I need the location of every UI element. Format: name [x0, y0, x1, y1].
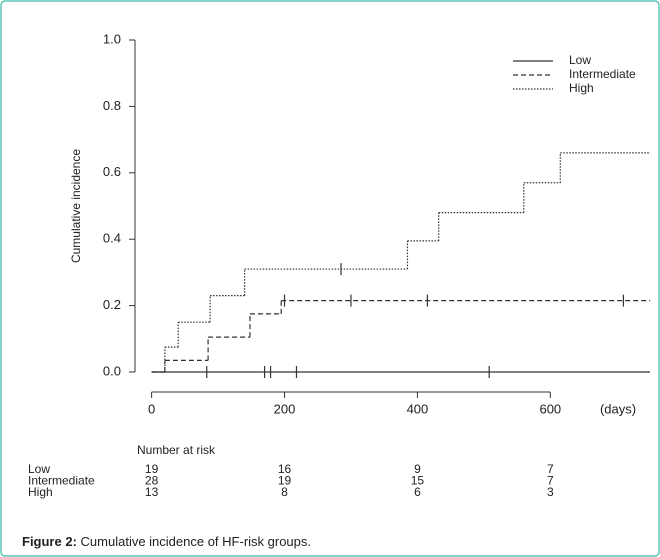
- risk-count: 7: [547, 462, 554, 476]
- risk-count: 28: [145, 474, 159, 488]
- y-tick-label: 0.4: [103, 231, 121, 246]
- risk-count: 8: [281, 485, 288, 499]
- x-tick-label: 0: [148, 401, 155, 416]
- risk-title: Number at risk: [137, 443, 216, 457]
- risk-count: 7: [547, 474, 554, 488]
- legend-label: Intermediate: [569, 67, 636, 81]
- y-tick-label: 0.0: [103, 363, 121, 378]
- risk-row-label: High: [28, 485, 53, 499]
- risk-count: 9: [414, 462, 421, 476]
- y-axis-label: Cumulative incidence: [69, 149, 83, 263]
- risk-count: 19: [278, 474, 292, 488]
- legend-label: High: [569, 81, 594, 95]
- x-tick-label: 600: [539, 401, 561, 416]
- risk-count: 3: [547, 485, 554, 499]
- y-tick-label: 0.8: [103, 98, 121, 113]
- caption-label: Figure 2:: [22, 534, 77, 549]
- risk-count: 6: [414, 485, 421, 499]
- x-tick-label: 400: [407, 401, 429, 416]
- risk-row-label: Low: [28, 462, 50, 476]
- risk-count: 13: [145, 485, 159, 499]
- risk-count: 19: [145, 462, 159, 476]
- y-tick-label: 1.0: [103, 31, 121, 46]
- caption: Figure 2: Cumulative incidence of HF-ris…: [22, 534, 311, 549]
- caption-text: Cumulative incidence of HF-risk groups.: [81, 534, 311, 549]
- risk-count: 15: [411, 474, 425, 488]
- risk-count: 16: [278, 462, 292, 476]
- risk-row-label: Intermediate: [28, 474, 95, 488]
- y-tick-label: 0.2: [103, 297, 121, 312]
- x-tick-label: 200: [274, 401, 296, 416]
- legend-label: Low: [569, 53, 591, 67]
- x-unit-label: (days): [600, 401, 636, 416]
- y-tick-label: 0.6: [103, 164, 121, 179]
